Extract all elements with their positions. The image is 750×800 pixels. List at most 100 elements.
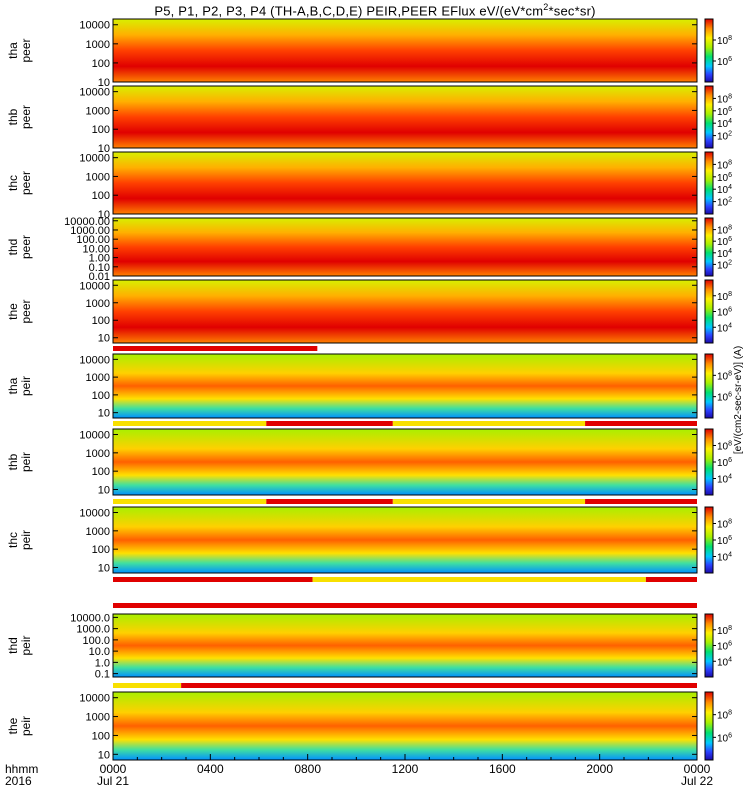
panel-species-label: peer: [19, 38, 33, 62]
y-tick-label: 100: [92, 390, 110, 402]
panel-species-label: peir: [19, 452, 33, 472]
y-tick-label: 1000: [86, 372, 110, 384]
panel-probe-label: thd: [6, 637, 20, 654]
panel-frame: [112, 428, 698, 496]
y-tick-label: 1000: [86, 526, 110, 538]
colorbar-tick-label: 104: [717, 656, 732, 668]
status-segment: [585, 499, 697, 504]
colorbar: [704, 85, 714, 149]
y-tick-label: 1000: [86, 448, 110, 460]
colorbar: [704, 353, 714, 419]
spectrogram-the-peer: [113, 280, 697, 343]
colorbar-tick-label: 106: [717, 535, 732, 547]
colorbar-tick-label: 108: [717, 625, 732, 637]
colorbar: [704, 613, 714, 678]
y-tick-label: 0.10: [89, 262, 110, 274]
panel-species-label: peir: [19, 635, 33, 655]
y-tick-label: 10: [98, 749, 110, 761]
spectrogram-tha-peer: [113, 19, 697, 82]
panel-species-label: peir: [19, 716, 33, 736]
colorbar-tick-label: 106: [717, 172, 732, 184]
colorbar-tick-label: 108: [717, 291, 732, 303]
y-tick-label: 10000: [79, 153, 110, 165]
status-segment: [392, 421, 586, 426]
status-bar: [113, 683, 698, 688]
spectrogram-the-peir: [113, 692, 697, 760]
chart-title: P5, P1, P2, P3, P4 (TH-A,B,C,D,E) PEIR,P…: [0, 2, 750, 18]
status-bar: [113, 603, 697, 608]
y-tick-label: 10000.0: [70, 612, 110, 624]
y-tick-label: 10.00: [82, 243, 110, 255]
colorbar-tick-label: 102: [717, 197, 732, 209]
y-tick-label: 10000: [79, 508, 110, 520]
x-date-label-end: Jul 22: [681, 774, 713, 788]
y-tick-label: 100: [92, 124, 110, 136]
panel-thc-peir: 10 100 1000 10000 thc peir 104 106 108: [6, 506, 732, 582]
title-superscript: 2: [543, 2, 549, 12]
status-segment: [113, 346, 318, 351]
colorbar-tick-label: 102: [717, 131, 732, 143]
spectrogram-thc-peir: [113, 507, 697, 573]
x-tick-label: 0400: [197, 762, 224, 776]
x-tick-label: 1600: [489, 762, 516, 776]
colorbar-tick-label: 108: [717, 225, 732, 237]
colorbar-tick-label: 108: [717, 93, 732, 105]
y-tick-label: 10000.00: [64, 216, 110, 228]
y-tick-label: 100: [92, 544, 110, 556]
panel-the-peir: 10 100 1000 10000 the peir 106 108: [6, 683, 732, 761]
status-bar: [113, 499, 697, 504]
status-segment: [266, 421, 393, 426]
colorbar-tick-label: 106: [717, 56, 732, 68]
colorbar-tick-label: 106: [717, 106, 732, 118]
panel-frame: [112, 353, 698, 419]
y-tick-label: 0.1: [95, 669, 110, 681]
panel-probe-label: thc: [6, 175, 20, 191]
panel-probe-label: tha: [6, 377, 20, 394]
colorbar-units: [eV/(cm2-sec-sr-eV)] (A): [733, 346, 744, 454]
panel-tha-peer: 10 100 1000 10000 tha peer 106 108: [6, 18, 732, 89]
y-tick-label: 10: [98, 562, 110, 574]
y-tick-label: 10000: [79, 280, 110, 292]
y-tick-label: 1000: [86, 105, 110, 117]
colorbar-tick-label: 104: [717, 322, 732, 334]
y-tick-label: 1000.00: [70, 225, 110, 237]
panel-the-peer: 10 100 1000 10000 the peer 104 106 108: [6, 279, 732, 351]
colorbar-tick-label: 108: [717, 710, 732, 722]
panel-probe-label: the: [6, 303, 20, 320]
y-tick-label: 0.01: [89, 271, 110, 283]
y-tick-label: 1000: [86, 298, 110, 310]
spectrogram-thd-peer: [113, 218, 697, 276]
colorbar-tick-label: 106: [717, 641, 732, 653]
colorbar: [704, 279, 714, 344]
panel-frame: [112, 613, 698, 678]
y-tick-label: 1000.0: [76, 624, 110, 636]
panel-probe-label: tha: [6, 42, 20, 59]
x-date-label-start: Jul 21: [97, 774, 129, 788]
x-row-label-hhmm: hhmm: [5, 762, 38, 776]
y-tick-label: 10: [98, 333, 110, 345]
y-tick-label: 100: [92, 58, 110, 70]
x-tick-label: 2000: [586, 762, 613, 776]
panel-probe-label: thc: [6, 532, 20, 548]
x-tick-label: 1200: [392, 762, 419, 776]
spectrogram-thc-peer: [113, 152, 697, 214]
y-tick-label: 10: [98, 77, 110, 89]
colorbar: [704, 691, 714, 761]
spectrogram-thb-peer: [113, 86, 697, 148]
colorbar-tick-label: 108: [717, 159, 732, 171]
colorbar-tick-label: 108: [717, 519, 732, 531]
colorbar-tick-label: 106: [717, 236, 732, 248]
status-segment: [113, 421, 267, 426]
y-tick-label: 100: [92, 190, 110, 202]
y-tick-label: 10000: [79, 87, 110, 99]
colorbar-tick-label: 104: [717, 552, 732, 564]
status-segment: [317, 346, 697, 351]
panel-frame: [112, 506, 698, 574]
colorbar-tick-label: 106: [717, 457, 732, 469]
panel-probe-label: thb: [6, 453, 20, 470]
colorbar: [704, 428, 714, 496]
panel-tha-peir: 10 100 1000 10000 tha peir 106 108: [6, 353, 732, 426]
x-axis: [eV/(cm2-sec-sr-eV)] (A) 0000 0400 0800 1200…: [5, 346, 744, 788]
